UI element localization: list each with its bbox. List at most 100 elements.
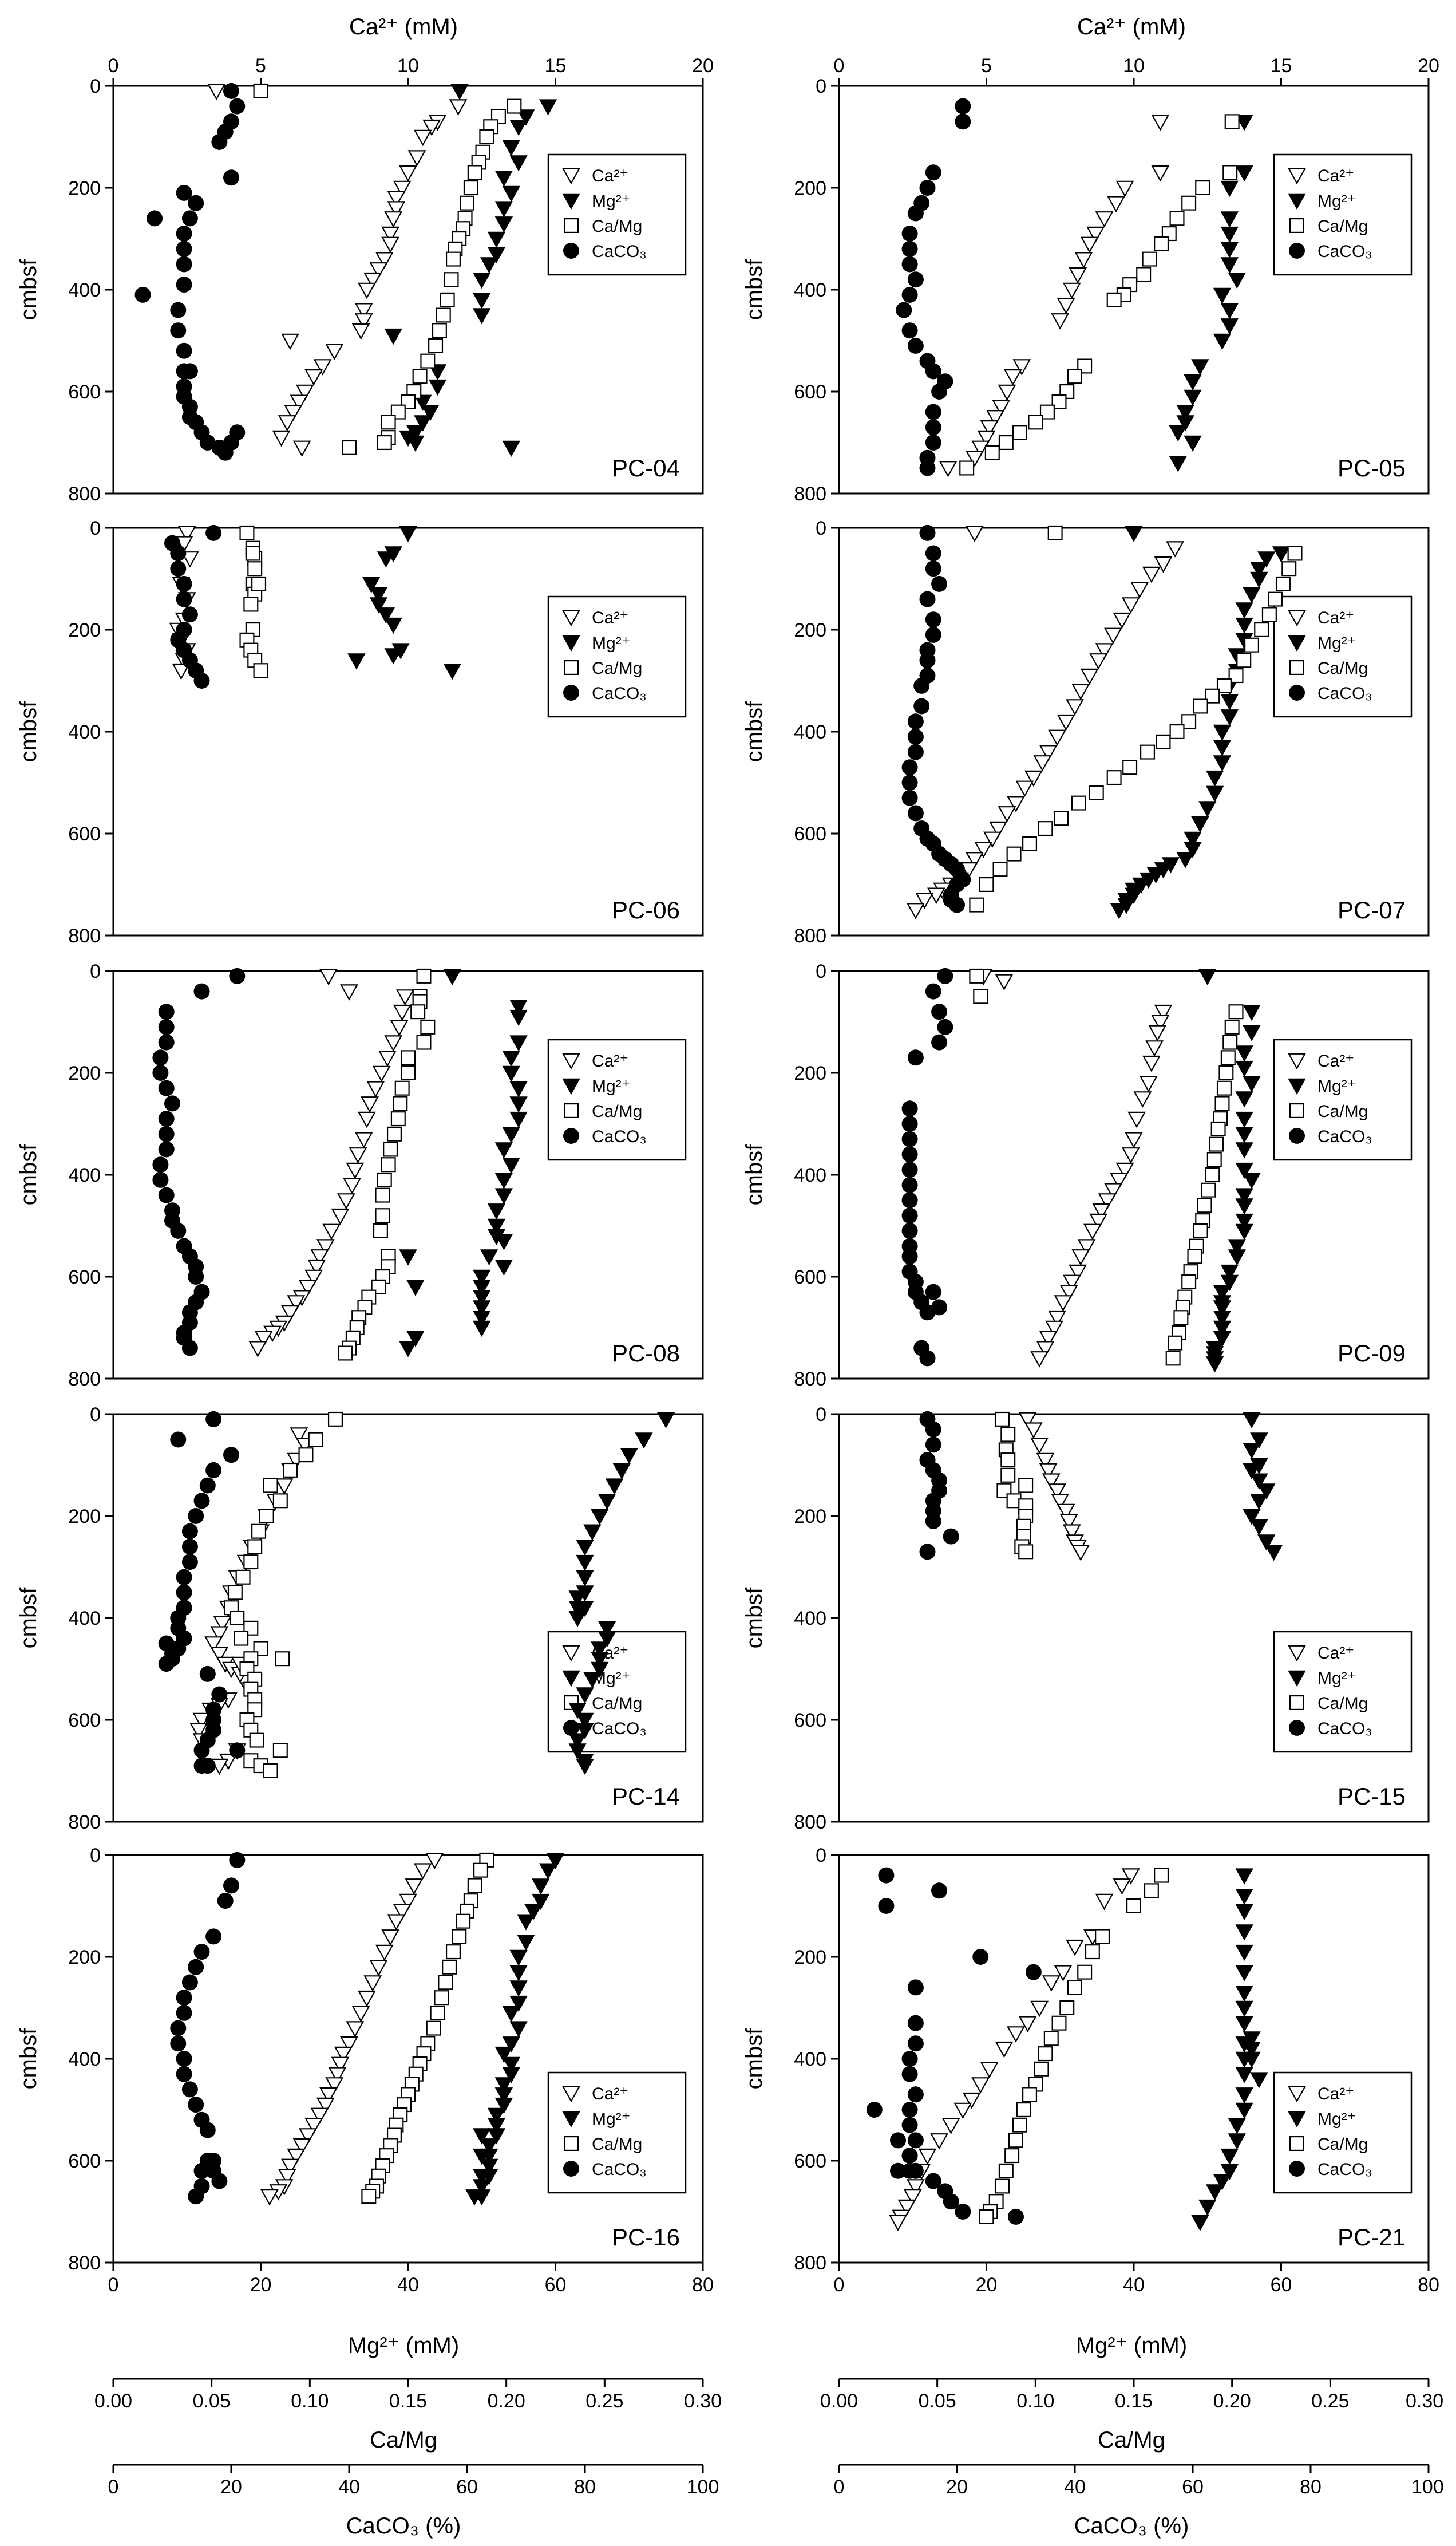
point-caco3 <box>170 560 187 577</box>
point-caco3 <box>925 419 941 436</box>
series-caco3 <box>152 968 246 1356</box>
point-ca <box>354 303 373 319</box>
series-camg <box>253 83 522 455</box>
point-camg <box>1216 1080 1232 1096</box>
point-ca <box>369 1960 388 1977</box>
point-caco3 <box>925 983 941 1000</box>
point-mg <box>1228 1249 1246 1266</box>
y-axis-label: cmbsf <box>742 259 767 321</box>
point-mg <box>480 2138 498 2155</box>
point-camg <box>979 877 994 892</box>
point-camg <box>1126 1898 1141 1914</box>
point-camg <box>420 1019 436 1035</box>
legend-marker-caco3 <box>563 685 579 701</box>
point-camg <box>445 1944 461 1960</box>
point-ca <box>304 369 323 386</box>
point-camg <box>1012 425 1027 440</box>
point-caco3 <box>158 1080 175 1096</box>
point-caco3 <box>158 1187 175 1203</box>
point-caco3 <box>181 606 198 623</box>
point-mg <box>1235 1868 1253 1885</box>
point-caco3 <box>901 286 918 303</box>
point-ca <box>381 1929 399 1946</box>
point-mg <box>428 379 447 396</box>
point-mg <box>1235 1111 1253 1128</box>
point-caco3 <box>181 1554 198 1570</box>
point-ca <box>399 165 417 182</box>
point-ca <box>299 2128 317 2145</box>
caco3-tick-label: 60 <box>1182 2476 1204 2498</box>
point-mg <box>509 120 528 136</box>
point-ca <box>1030 1351 1049 1368</box>
point-ca <box>325 2077 344 2094</box>
point-mg <box>1235 1142 1253 1159</box>
point-camg <box>375 1208 390 1223</box>
point-ca <box>1036 1341 1055 1357</box>
point-caco3 <box>925 435 941 451</box>
y-axis-label: cmbsf <box>16 259 41 321</box>
point-ca <box>1083 1223 1102 1241</box>
point-mg <box>1176 405 1194 421</box>
point-ca <box>1142 1055 1161 1072</box>
legend-label-camg: Ca/Mg <box>592 1694 642 1713</box>
point-camg <box>272 1493 288 1509</box>
point-caco3 <box>878 1898 895 1914</box>
y-tick-label: 600 <box>68 823 101 845</box>
point-camg <box>1216 678 1232 693</box>
point-ca <box>358 1990 376 2007</box>
legend-marker-ca <box>1288 610 1306 627</box>
legend-label-mg: Mg²⁺ <box>1317 1077 1356 1096</box>
point-mg <box>1228 2133 1246 2150</box>
panel-label: PC-16 <box>612 2224 680 2251</box>
point-ca <box>995 974 1014 991</box>
point-mg <box>1235 1924 1253 1941</box>
point-camg <box>969 968 984 984</box>
caco3-tick-label: 40 <box>338 2476 360 2498</box>
point-caco3 <box>925 545 941 562</box>
point-mg <box>487 1203 506 1220</box>
point-mg <box>1191 2215 1209 2231</box>
y-tick-label: 200 <box>68 177 101 199</box>
point-caco3 <box>907 728 924 745</box>
point-caco3 <box>907 1979 924 1996</box>
caco3-tick-label: 80 <box>574 2476 596 2498</box>
panel-label: PC-21 <box>1338 2224 1406 2251</box>
point-camg <box>1224 1019 1240 1035</box>
point-ca <box>998 384 1016 401</box>
point-caco3 <box>901 256 918 273</box>
legend: Ca²⁺ Mg²⁺ Ca/Mg CaCO₃ <box>1273 595 1413 718</box>
y-tick-label: 600 <box>794 823 826 845</box>
point-mg <box>568 1703 587 1719</box>
point-mg <box>576 1570 594 1586</box>
point-caco3 <box>890 2162 906 2179</box>
point-camg <box>247 561 263 577</box>
point-mg <box>1243 1509 1261 1526</box>
point-mg <box>369 587 388 603</box>
point-mg <box>502 185 520 202</box>
point-ca <box>1133 1091 1152 1108</box>
point-mg <box>1228 1239 1246 1256</box>
point-ca <box>343 1178 362 1195</box>
point-caco3 <box>943 1528 959 1545</box>
legend-label-camg: Ca/Mg <box>592 659 642 678</box>
point-mg <box>605 1478 624 1495</box>
legend: Ca²⁺ Mg²⁺ Ca/Mg CaCO₃ <box>547 595 687 718</box>
point-caco3 <box>176 2004 192 2021</box>
point-mg <box>1220 2148 1239 2165</box>
point-camg <box>430 2005 445 2020</box>
point-ca <box>1024 770 1043 787</box>
legend-marker-camg <box>1289 218 1305 234</box>
legend-marker-camg <box>1289 660 1305 675</box>
point-ca <box>346 2021 365 2038</box>
point-ca <box>351 2006 370 2023</box>
point-camg <box>969 897 984 913</box>
y-tick-label: 800 <box>68 2252 101 2274</box>
point-ca <box>284 405 303 421</box>
point-mg <box>1243 2051 1261 2069</box>
point-caco3 <box>205 524 222 541</box>
point-ca <box>1115 180 1134 198</box>
point-mg <box>473 1269 491 1286</box>
point-ca <box>387 1914 406 1931</box>
point-mg <box>414 415 432 432</box>
point-mg <box>1235 1213 1253 1230</box>
